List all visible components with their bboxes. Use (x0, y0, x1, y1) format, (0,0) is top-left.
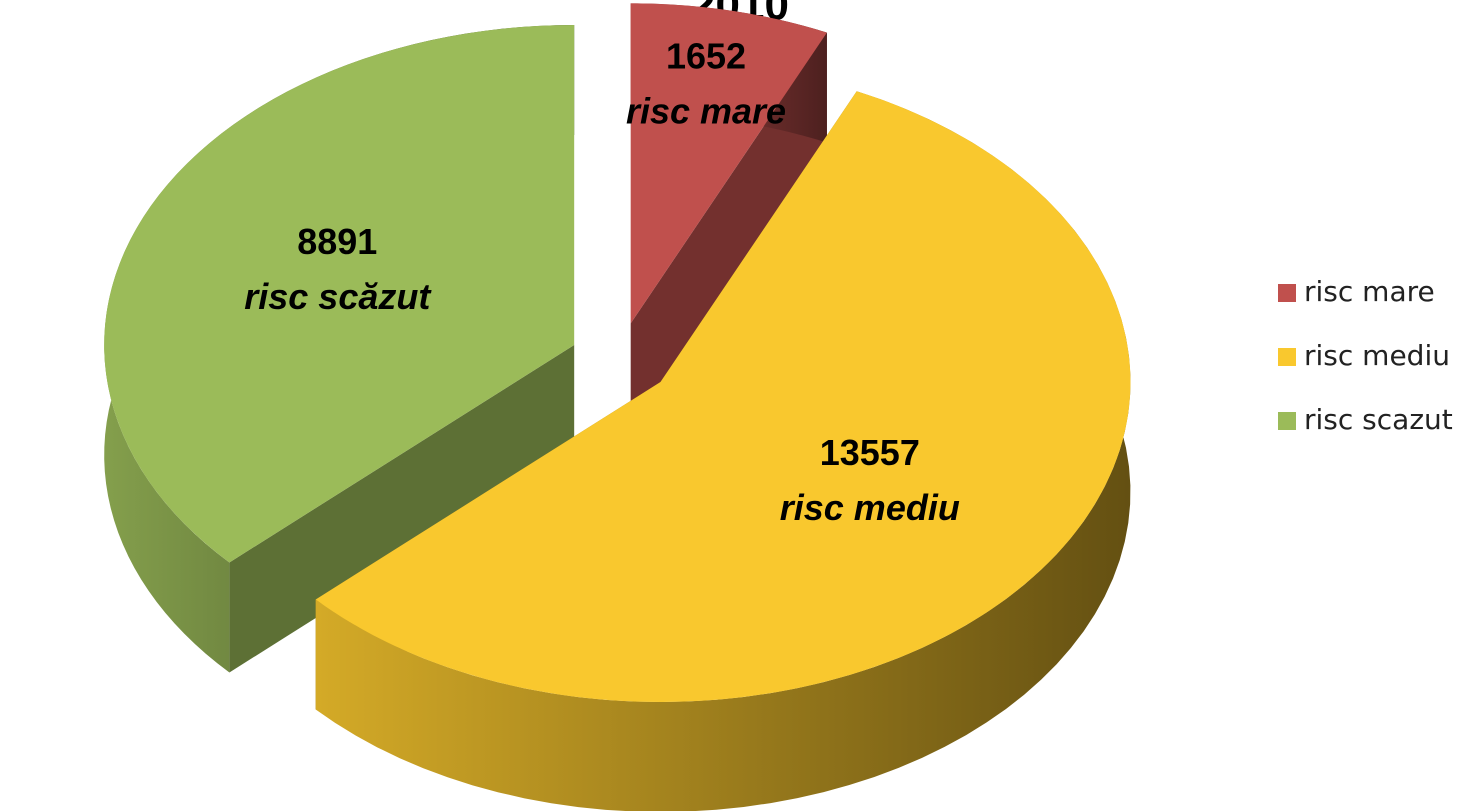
legend-swatch (1278, 284, 1296, 302)
legend-swatch (1278, 348, 1296, 366)
slice-label: risc scăzut (244, 276, 432, 317)
legend-label: risc mediu (1304, 339, 1450, 372)
slice (104, 24, 575, 563)
slice (630, 3, 827, 324)
slice-label: risc mare (626, 90, 786, 131)
data-label: 13557 (820, 432, 920, 473)
legend-label: risc scazut (1304, 403, 1453, 436)
data-label: 1652 (666, 35, 746, 76)
slice (315, 91, 1131, 703)
legend-swatch (1278, 412, 1296, 430)
data-label: 8891 (297, 221, 377, 262)
slice-label: risc mediu (780, 487, 960, 528)
slice-side (630, 32, 827, 434)
legend-label: risc mare (1304, 275, 1435, 308)
slice-side (229, 344, 575, 673)
slice-wall (315, 91, 1131, 811)
